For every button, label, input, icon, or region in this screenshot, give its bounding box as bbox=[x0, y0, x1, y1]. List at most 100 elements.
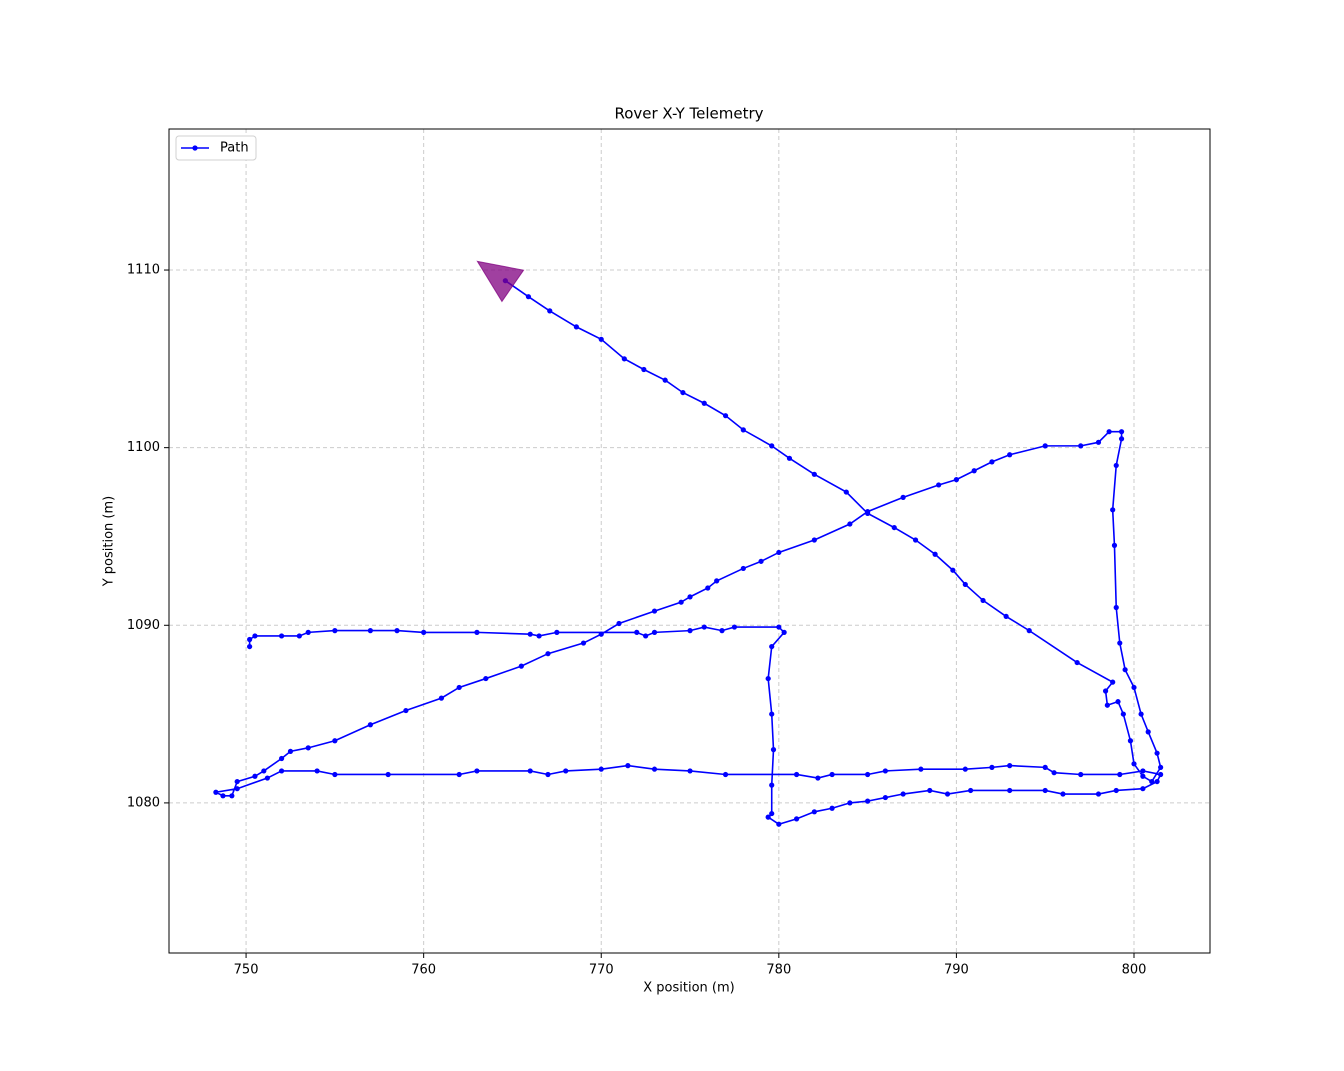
path-point bbox=[865, 510, 871, 516]
path-point bbox=[1138, 711, 1144, 717]
path-point bbox=[305, 745, 311, 751]
y-tick-label: 1080 bbox=[127, 795, 160, 810]
path-point bbox=[918, 766, 924, 772]
path-point bbox=[367, 722, 373, 728]
path-point bbox=[598, 766, 604, 772]
path-point bbox=[483, 675, 489, 682]
path-point bbox=[474, 768, 480, 774]
y-tick-label: 1110 bbox=[127, 263, 160, 278]
path-point bbox=[1117, 640, 1123, 646]
path-point bbox=[421, 629, 427, 635]
path-point bbox=[1113, 462, 1119, 469]
path-point bbox=[900, 494, 906, 500]
path-point bbox=[278, 768, 285, 774]
path-point bbox=[287, 748, 294, 754]
path-point bbox=[811, 471, 817, 477]
path-point bbox=[765, 814, 771, 820]
path-point bbox=[989, 764, 995, 770]
path-point bbox=[1007, 787, 1013, 794]
path-point bbox=[962, 766, 968, 772]
path-point bbox=[1140, 773, 1146, 779]
path-point bbox=[278, 633, 285, 639]
path-point bbox=[220, 793, 226, 799]
heading-arrow bbox=[476, 260, 525, 303]
path-point bbox=[1149, 778, 1155, 785]
path-point bbox=[786, 455, 793, 461]
path-point bbox=[687, 594, 693, 600]
path-point bbox=[261, 768, 267, 774]
path-point bbox=[367, 628, 373, 634]
path-point bbox=[944, 791, 951, 797]
path-point bbox=[598, 631, 604, 637]
path-point bbox=[573, 324, 579, 330]
marks bbox=[213, 260, 1164, 827]
path-point bbox=[1007, 763, 1013, 769]
x-tick-label: 790 bbox=[944, 963, 969, 978]
path-point bbox=[252, 773, 258, 779]
y-tick-label: 1090 bbox=[127, 618, 160, 633]
path-point bbox=[621, 356, 627, 362]
path-point bbox=[1110, 507, 1116, 513]
path-point bbox=[1118, 429, 1125, 435]
x-tick-label: 780 bbox=[766, 963, 791, 978]
path-point bbox=[770, 747, 777, 753]
path-point bbox=[769, 643, 775, 650]
path-point bbox=[1113, 604, 1119, 611]
path-point bbox=[651, 608, 658, 614]
path-point bbox=[438, 695, 445, 701]
path-point bbox=[758, 558, 764, 564]
path-point bbox=[651, 629, 658, 635]
path-point bbox=[1158, 771, 1164, 778]
path-point bbox=[776, 821, 782, 827]
path-point bbox=[678, 599, 684, 605]
legend-box bbox=[175, 135, 257, 161]
path-point bbox=[394, 628, 400, 634]
plot-area bbox=[169, 129, 1210, 953]
path-point bbox=[1102, 688, 1109, 694]
path-point bbox=[811, 537, 817, 543]
path-point bbox=[1095, 791, 1102, 797]
path-point bbox=[687, 628, 693, 634]
path-point bbox=[769, 782, 775, 788]
path-point bbox=[971, 468, 977, 474]
path-point bbox=[829, 805, 835, 811]
path-point bbox=[811, 809, 817, 815]
path-point bbox=[456, 684, 462, 691]
path-point bbox=[793, 771, 800, 778]
path-point bbox=[740, 565, 746, 572]
path-point bbox=[953, 477, 960, 483]
path-point bbox=[912, 537, 919, 543]
path-point bbox=[1060, 791, 1066, 797]
path-point bbox=[1051, 770, 1057, 776]
path-point bbox=[865, 798, 871, 804]
grid bbox=[169, 129, 1210, 953]
path-point bbox=[1115, 699, 1121, 705]
path-point bbox=[1131, 684, 1137, 691]
path-point bbox=[580, 640, 587, 646]
path-point bbox=[1095, 439, 1102, 445]
path-point bbox=[882, 794, 888, 801]
path-point bbox=[1113, 787, 1119, 794]
path-point bbox=[793, 816, 800, 822]
path-point bbox=[1118, 436, 1125, 442]
path-point bbox=[815, 775, 821, 781]
path-point bbox=[769, 711, 775, 717]
path-point bbox=[247, 643, 253, 650]
legend: Path bbox=[175, 135, 257, 161]
path-point bbox=[680, 389, 686, 396]
path-point bbox=[296, 633, 302, 639]
path-point bbox=[1111, 542, 1118, 548]
path-point bbox=[687, 768, 693, 774]
path-point bbox=[278, 755, 285, 762]
path-point bbox=[731, 624, 738, 630]
path-point bbox=[1078, 771, 1084, 778]
path-point bbox=[781, 629, 787, 635]
x-tick-label: 800 bbox=[1122, 963, 1147, 978]
x-tick-label: 760 bbox=[411, 963, 436, 978]
path-point bbox=[1154, 778, 1160, 785]
plot-frame bbox=[168, 128, 1211, 954]
path-point bbox=[932, 551, 938, 557]
path-point bbox=[900, 791, 906, 797]
path-point bbox=[662, 377, 668, 383]
